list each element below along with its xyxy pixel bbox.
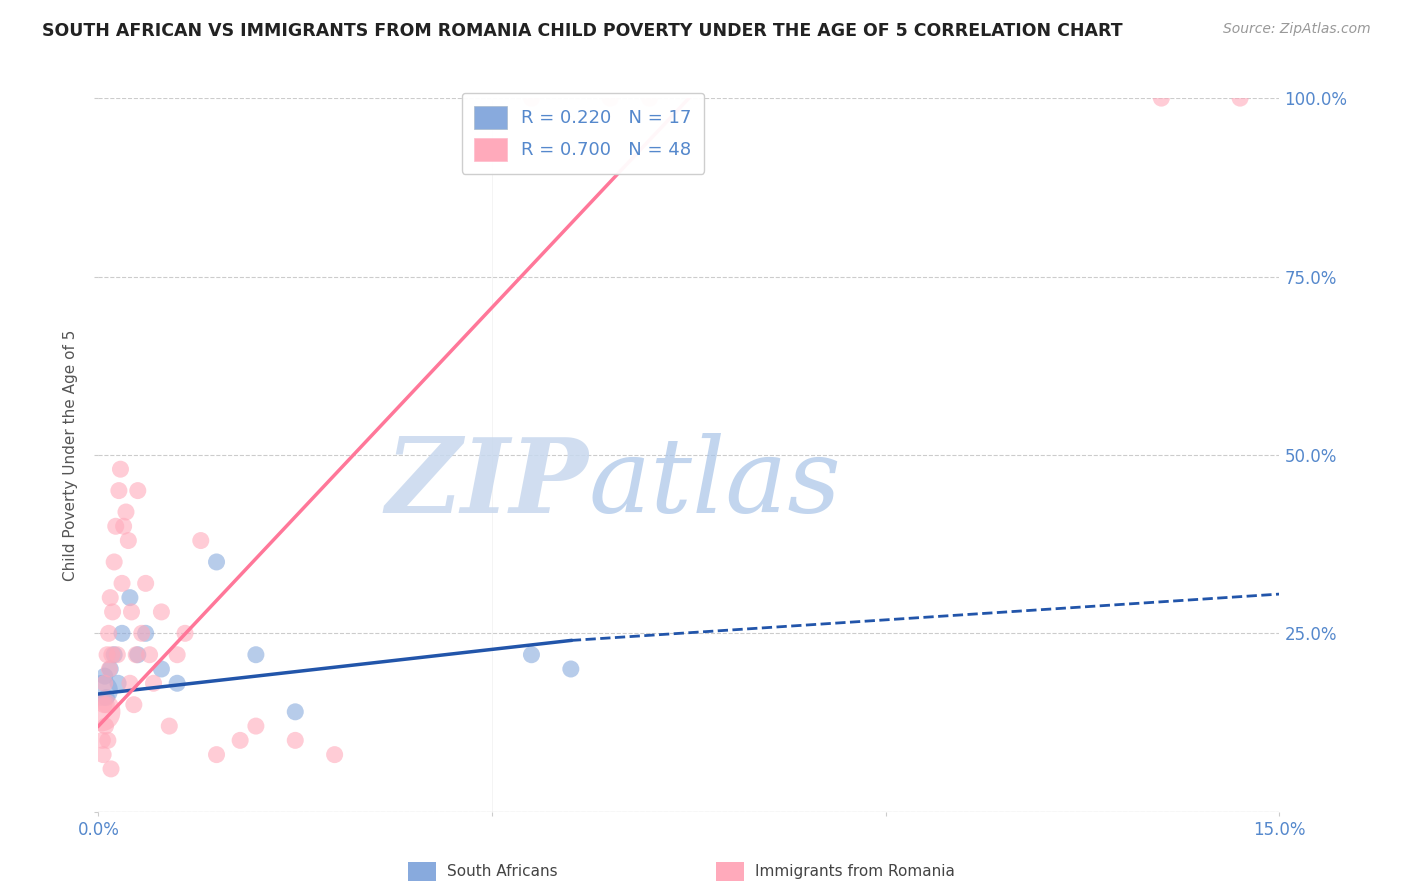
Point bbox=[638, 91, 661, 105]
Point bbox=[100, 762, 122, 776]
Point bbox=[599, 91, 621, 105]
Point bbox=[1229, 91, 1251, 105]
Point bbox=[138, 648, 160, 662]
Point bbox=[96, 648, 118, 662]
Point bbox=[205, 555, 228, 569]
Point bbox=[284, 733, 307, 747]
Point bbox=[131, 626, 153, 640]
Legend: R = 0.220   N = 17, R = 0.700   N = 48: R = 0.220 N = 17, R = 0.700 N = 48 bbox=[461, 93, 704, 174]
Point bbox=[97, 733, 120, 747]
Point bbox=[323, 747, 346, 762]
Point bbox=[105, 648, 128, 662]
Point bbox=[121, 605, 143, 619]
Point bbox=[91, 733, 114, 747]
Point bbox=[104, 519, 127, 533]
Point bbox=[101, 605, 124, 619]
Point bbox=[174, 626, 197, 640]
Text: ZIP: ZIP bbox=[385, 433, 589, 534]
Point bbox=[205, 747, 228, 762]
Point bbox=[107, 676, 129, 690]
Point bbox=[93, 698, 115, 712]
Point bbox=[91, 683, 114, 698]
Point bbox=[103, 555, 125, 569]
Point bbox=[118, 676, 141, 690]
Point bbox=[284, 705, 307, 719]
Point bbox=[90, 705, 112, 719]
Point bbox=[1150, 91, 1173, 105]
Point bbox=[97, 626, 120, 640]
Point bbox=[520, 648, 543, 662]
Point bbox=[142, 676, 165, 690]
Point bbox=[96, 698, 118, 712]
Point bbox=[117, 533, 139, 548]
Point bbox=[98, 662, 121, 676]
Point bbox=[101, 648, 124, 662]
Text: atlas: atlas bbox=[589, 433, 841, 534]
Point bbox=[122, 698, 145, 712]
Point bbox=[98, 662, 121, 676]
Y-axis label: Child Poverty Under the Age of 5: Child Poverty Under the Age of 5 bbox=[63, 329, 79, 581]
Point bbox=[229, 733, 252, 747]
Point bbox=[166, 648, 188, 662]
Point bbox=[127, 648, 149, 662]
Point bbox=[111, 626, 134, 640]
Point bbox=[108, 483, 131, 498]
Point bbox=[103, 648, 125, 662]
Point bbox=[94, 719, 117, 733]
Point bbox=[115, 505, 138, 519]
Text: South Africans: South Africans bbox=[447, 864, 558, 879]
Text: Source: ZipAtlas.com: Source: ZipAtlas.com bbox=[1223, 22, 1371, 37]
Point bbox=[93, 676, 115, 690]
Point bbox=[560, 662, 582, 676]
Point bbox=[125, 648, 148, 662]
Point bbox=[127, 483, 149, 498]
Point bbox=[91, 747, 114, 762]
Point bbox=[150, 662, 173, 676]
Point bbox=[245, 648, 267, 662]
Point bbox=[157, 719, 180, 733]
Point bbox=[118, 591, 141, 605]
Point bbox=[111, 576, 134, 591]
Point bbox=[150, 605, 173, 619]
Point bbox=[96, 690, 118, 705]
Text: SOUTH AFRICAN VS IMMIGRANTS FROM ROMANIA CHILD POVERTY UNDER THE AGE OF 5 CORREL: SOUTH AFRICAN VS IMMIGRANTS FROM ROMANIA… bbox=[42, 22, 1123, 40]
Point bbox=[93, 669, 115, 683]
Point bbox=[135, 626, 157, 640]
Point bbox=[520, 91, 543, 105]
Text: Immigrants from Romania: Immigrants from Romania bbox=[755, 864, 955, 879]
Point bbox=[245, 719, 267, 733]
Point bbox=[98, 591, 121, 605]
Point bbox=[110, 462, 132, 476]
Point bbox=[166, 676, 188, 690]
Point bbox=[135, 576, 157, 591]
Point bbox=[190, 533, 212, 548]
Point bbox=[112, 519, 135, 533]
